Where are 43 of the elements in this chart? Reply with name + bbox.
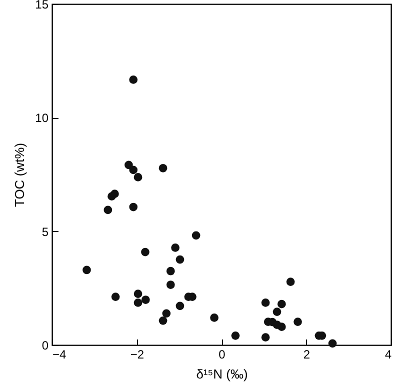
point bbox=[261, 333, 270, 342]
point bbox=[192, 231, 200, 240]
y-tick-label: 5 bbox=[42, 224, 49, 239]
point bbox=[294, 318, 302, 326]
x-tick-label: 0 bbox=[218, 348, 226, 362]
point bbox=[158, 316, 168, 325]
point bbox=[166, 280, 175, 289]
point bbox=[176, 302, 184, 310]
y-axis-title: TOC (wt%) bbox=[12, 142, 28, 208]
point bbox=[261, 298, 270, 307]
y-tick-label: 0 bbox=[42, 338, 49, 352]
point bbox=[104, 206, 112, 214]
point bbox=[277, 322, 286, 331]
point bbox=[141, 248, 150, 256]
point bbox=[129, 166, 138, 174]
point bbox=[129, 202, 138, 212]
point bbox=[176, 255, 184, 264]
point bbox=[166, 266, 175, 276]
y-tick-label: 10 bbox=[35, 111, 49, 126]
point bbox=[129, 76, 138, 84]
y-tick-label: 15 bbox=[35, 0, 49, 12]
point bbox=[277, 300, 286, 308]
point bbox=[141, 296, 150, 304]
point bbox=[210, 314, 218, 322]
point bbox=[272, 308, 282, 316]
point bbox=[328, 339, 337, 348]
x-tick-label: 4 bbox=[384, 348, 392, 362]
point bbox=[158, 164, 168, 172]
point bbox=[124, 160, 133, 170]
point bbox=[231, 332, 240, 340]
point bbox=[82, 266, 91, 274]
point bbox=[286, 278, 295, 286]
x-tick-label: 2 bbox=[303, 348, 310, 362]
x-tick-label: −2 bbox=[130, 348, 144, 362]
point bbox=[111, 292, 120, 301]
point bbox=[171, 244, 180, 252]
point bbox=[134, 298, 142, 307]
point bbox=[108, 192, 116, 200]
x-axis-title: δ¹⁵N (‰) bbox=[196, 366, 248, 382]
point bbox=[134, 290, 142, 298]
x-tick-label: −4 bbox=[52, 348, 67, 362]
point bbox=[162, 309, 171, 318]
point bbox=[134, 173, 142, 182]
